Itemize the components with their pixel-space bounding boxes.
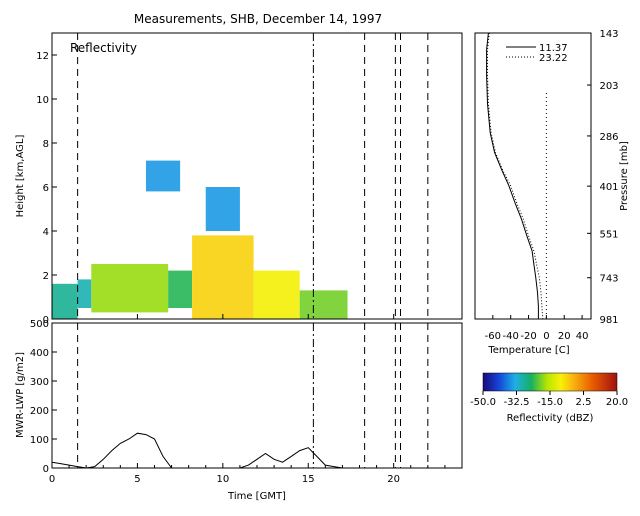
temperature-frame (474, 32, 592, 320)
colorbar-tick-label: -50.0 (470, 397, 496, 408)
temperature-axis-label: Temperature [C] (487, 345, 569, 356)
figure-title: Measurements, SHB, December 14, 1997 (134, 12, 382, 26)
temperature-profile-line (487, 33, 544, 319)
reflectivity-cell (299, 290, 348, 319)
reflectivity-cell (253, 270, 300, 319)
lwp-event-lines (77, 323, 429, 468)
temperature-tick-label: 40 (576, 331, 589, 342)
pressure-ticks: 143 203 286 401 551 743 981 (587, 29, 619, 326)
height-axis-label: Height [km,AGL] (15, 135, 26, 218)
lwp-tick-label: 0 (43, 464, 49, 475)
lwp-tick-label: 200 (30, 406, 49, 417)
lwp-tick-label: 300 (30, 377, 49, 388)
reflectivity-panel-label: Reflectivity (70, 41, 137, 55)
temperature-profile-line (486, 33, 539, 319)
lwp-panel: 0 100 200 300 400 500 0 5 10 15 20 MWR-LWP [g/m2]… (15, 314, 463, 502)
legend-series-1: 11.37 (539, 43, 568, 54)
legend-series-2: 23.22 (539, 53, 568, 64)
pressure-tick-label: 401 (599, 182, 618, 193)
reflectivity-cells (52, 160, 348, 319)
lwp-tick-label: 400 (30, 348, 49, 359)
reflectivity-cell (168, 270, 193, 308)
height-tick-label: 10 (36, 95, 49, 106)
time-axis-label: Time [GMT] (227, 491, 286, 502)
lwp-y-ticks: 0 100 200 300 400 500 (30, 319, 57, 475)
lwp-series (52, 432, 428, 468)
reflectivity-panel: 0 2 4 6 8 10 12 Reflectivity Height [km,AGL] (15, 32, 463, 326)
colorbar-tick-label: 2.5 (576, 397, 592, 408)
temperature-x-ticks: -60 -40 -20 0 20 40 (485, 315, 589, 342)
height-tick-label: 8 (43, 139, 49, 150)
pressure-tick-label: 286 (599, 132, 618, 143)
reflectivity-cell (145, 160, 181, 192)
temperature-panel: -60 -40 -20 0 20 40 143 203 286 401 551 743 981 Tem… (474, 29, 630, 356)
colorbar-label: Reflectivity (dBZ) (507, 413, 594, 424)
height-tick-label: 12 (36, 51, 49, 62)
time-tick-label: 20 (387, 474, 400, 485)
time-tick-label: 0 (49, 474, 55, 485)
reflectivity-cell (77, 279, 92, 308)
colorbar: -50.0 -32.5 -15.0 2.5 20.0 Reflectivity (dBZ… (470, 372, 628, 424)
pressure-tick-label: 203 (599, 81, 618, 92)
colorbar-tick-label: -32.5 (504, 397, 530, 408)
reflectivity-cell (205, 187, 240, 231)
time-tick-label: 10 (216, 474, 229, 485)
lwp-axis-label: MWR-LWP [g/m2] (15, 352, 26, 438)
height-tick-label: 2 (43, 271, 49, 282)
temperature-tick-label: -40 (503, 331, 519, 342)
height-tick-label: 4 (43, 227, 49, 238)
lwp-tick-label: 500 (30, 319, 49, 330)
temperature-tick-label: -60 (485, 331, 501, 342)
pressure-tick-label: 981 (599, 315, 618, 326)
colorbar-tick-label: 20.0 (606, 397, 628, 408)
reflectivity-cell (52, 283, 78, 319)
pressure-axis-label: Pressure [mb] (619, 141, 630, 211)
time-tick-label: 5 (134, 474, 140, 485)
colorbar-ticks: -50.0 -32.5 -15.0 2.5 20.0 (470, 391, 628, 408)
reflectivity-frame (51, 32, 463, 320)
temperature-tick-label: -20 (520, 331, 536, 342)
height-tick-label: 6 (43, 183, 49, 194)
lwp-line (52, 432, 428, 468)
reflectivity-cell (192, 235, 254, 319)
pressure-tick-label: 551 (599, 229, 618, 240)
temperature-legend: 11.37 23.22 (506, 43, 568, 64)
temperature-tick-label: 0 (543, 331, 549, 342)
reflectivity-y-ticks: 0 2 4 6 8 10 12 (36, 51, 57, 326)
height-tick-label: 0 (43, 315, 49, 326)
temperature-profiles (486, 33, 547, 319)
lwp-tick-label: 100 (30, 435, 49, 446)
colorbar-gradient (482, 372, 618, 392)
pressure-tick-label: 743 (599, 274, 618, 285)
time-x-ticks: 0 5 10 15 20 (49, 314, 446, 485)
colorbar-tick-label: -15.0 (537, 397, 563, 408)
temperature-tick-label: 20 (558, 331, 571, 342)
reflectivity-cell (91, 264, 169, 313)
pressure-tick-label: 143 (599, 29, 618, 40)
time-tick-label: 15 (302, 474, 315, 485)
